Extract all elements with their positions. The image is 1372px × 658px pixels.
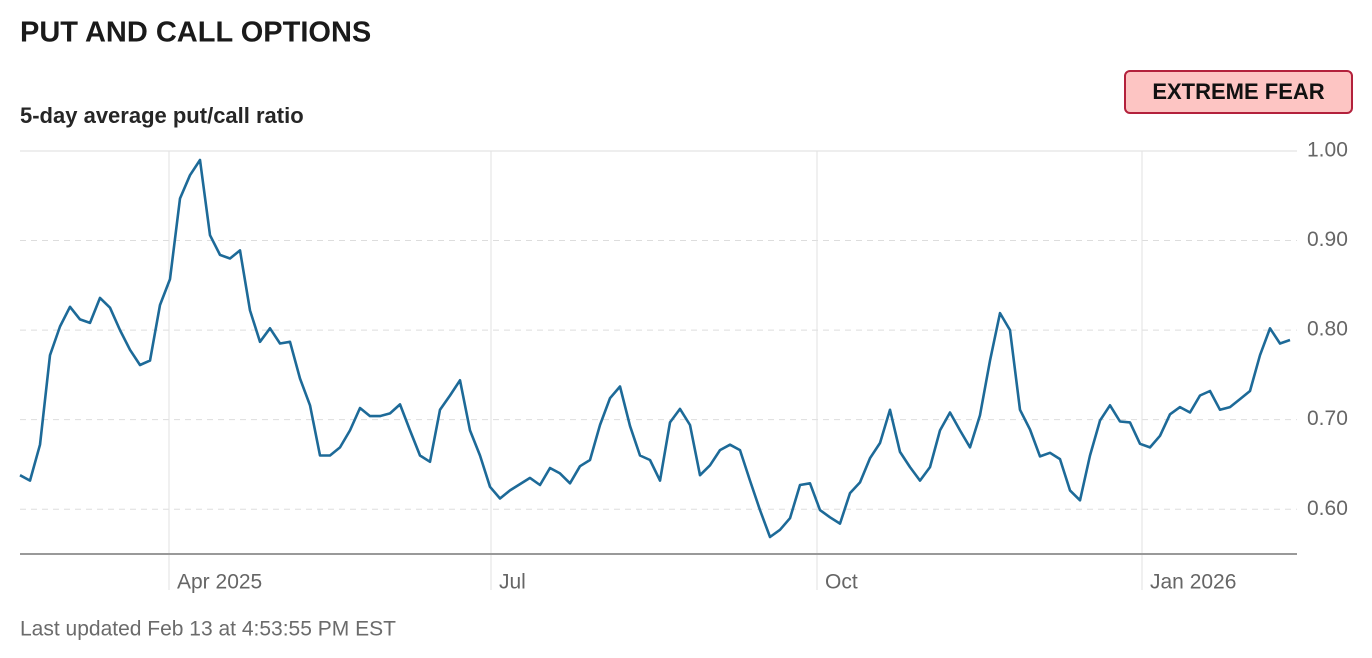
y-tick-label: 0.70 xyxy=(1307,407,1348,430)
y-tick-label: 0.80 xyxy=(1307,318,1348,341)
rating-label: EXTREME FEAR xyxy=(1152,79,1324,104)
footer: Last updated Feb 13 at 4:53:55 PM EST xyxy=(20,618,396,641)
y-tick-label: 0.90 xyxy=(1307,228,1348,251)
x-tick-label: Apr 2025 xyxy=(177,571,262,594)
chart-title: PUT AND CALL OPTIONS xyxy=(20,17,371,49)
x-tick-label: Jan 2026 xyxy=(1150,571,1236,594)
x-tick-label: Oct xyxy=(825,571,858,594)
y-tick-label: 1.00 xyxy=(1307,139,1348,162)
chart-subtitle: 5-day average put/call ratio xyxy=(20,103,304,128)
line xyxy=(19,158,1291,539)
y-tick-label: 0.60 xyxy=(1307,497,1348,520)
x-tick-label: Jul xyxy=(499,571,526,594)
rating-badge xyxy=(1124,70,1353,114)
